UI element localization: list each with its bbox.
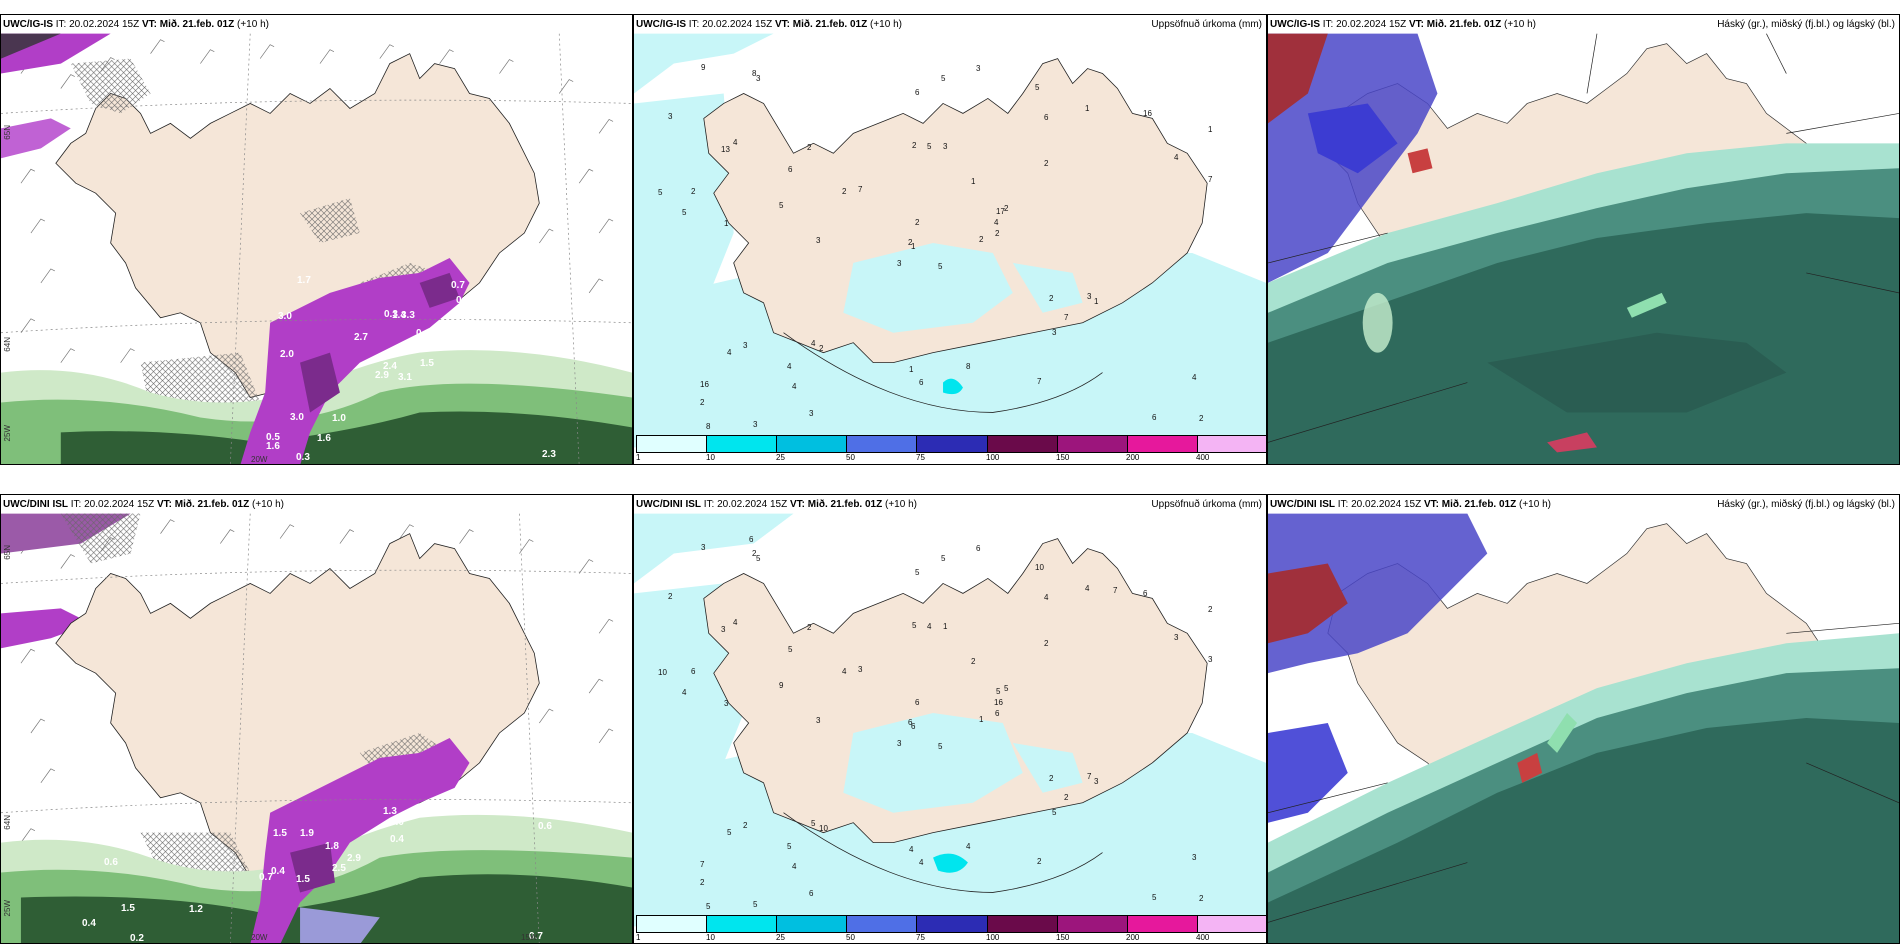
valid-time: Mið. 21.feb. 01Z: [174, 499, 250, 510]
init-time: 20.02.2024 15Z: [84, 499, 155, 510]
init-time: 20.02.2024 15Z: [69, 19, 140, 30]
colorbar-tick-label: 25: [776, 453, 785, 462]
colorbar-swatch: [707, 916, 778, 932]
valid-time: Mið. 21.feb. 01Z: [1426, 19, 1502, 30]
colorbar-tick-label: 200: [1126, 453, 1140, 462]
init-time: 20.02.2024 15Z: [717, 499, 788, 510]
panel-header: UWC/IG-IS IT: 20.02.2024 15Z VT: Mið. 21…: [1270, 19, 1536, 30]
model-name: UWC/IG-IS: [636, 19, 686, 30]
map-clouds: [1268, 33, 1899, 464]
panel-header: UWC/DINI ISL IT: 20.02.2024 15Z VT: Mið.…: [1270, 499, 1551, 510]
lead-time: (+10 h): [870, 19, 902, 30]
colorbar-tick-label: 400: [1196, 453, 1210, 462]
colorbar-swatch: [917, 436, 988, 452]
model-name: UWC/DINI ISL: [1270, 499, 1335, 510]
model-name: UWC/IG-IS: [3, 19, 53, 30]
colorbar-swatch: [1197, 436, 1266, 452]
colorbar-swatch: [1127, 916, 1198, 932]
init-time: 20.02.2024 15Z: [1351, 499, 1422, 510]
init-time: 20.02.2024 15Z: [1336, 19, 1407, 30]
lat-label-64n: 64N: [3, 815, 12, 830]
colorbar-swatch: [777, 916, 848, 932]
panel-bottom-wind-snow: UWC/DINI ISL IT: 20.02.2024 15Z VT: Mið.…: [0, 494, 633, 944]
panel-bottom-clouds: UWC/DINI ISL IT: 20.02.2024 15Z VT: Mið.…: [1267, 494, 1900, 944]
panel-top-clouds: UWC/IG-IS IT: 20.02.2024 15Z VT: Mið. 21…: [1267, 14, 1900, 465]
valid-time: Mið. 21.feb. 01Z: [159, 19, 235, 30]
colorbar-tick-label: 400: [1196, 933, 1210, 942]
lead-time: (+10 h): [1504, 19, 1536, 30]
colorbar: [636, 915, 1266, 933]
lon-label-20w: 20W: [251, 933, 268, 942]
panel-header: UWC/DINI ISL IT: 20.02.2024 15Z VT: Mið.…: [636, 499, 917, 510]
map-precip: [634, 513, 1266, 927]
lead-time: (+10 h): [885, 499, 917, 510]
lead-time: (+10 h): [1519, 499, 1551, 510]
map-snow-wind: [1, 513, 632, 943]
lat-label-65n: 65N: [3, 125, 12, 140]
map-precip: [634, 33, 1266, 448]
valid-time: Mið. 21.feb. 01Z: [1441, 499, 1517, 510]
colorbar-swatch: [777, 436, 848, 452]
model-name: UWC/DINI ISL: [636, 499, 701, 510]
valid-time: Mið. 21.feb. 01Z: [807, 499, 883, 510]
colorbar-tick-label: 25: [776, 933, 785, 942]
colorbar-tick-label: 1: [636, 933, 641, 942]
colorbar-tick-label: 100: [986, 933, 1000, 942]
colorbar-ticks: 1 10 25 50 75 100 150 200 400: [636, 933, 1266, 943]
panel-header: UWC/DINI ISL IT: 20.02.2024 15Z VT: Mið.…: [3, 499, 284, 510]
colorbar-tick-label: 150: [1056, 933, 1070, 942]
colorbar-tick-label: 50: [846, 933, 855, 942]
lead-time: (+10 h): [252, 499, 284, 510]
map-clouds: [1268, 513, 1899, 943]
colorbar-tick-label: 1: [636, 453, 641, 462]
colorbar-tick-label: 200: [1126, 933, 1140, 942]
colorbar-tick-label: 150: [1056, 453, 1070, 462]
colorbar-tick-label: 75: [916, 453, 925, 462]
colorbar-swatch: [637, 916, 708, 932]
colorbar-tick-label: 100: [986, 453, 1000, 462]
lat-label-65n: 65N: [3, 545, 12, 560]
field-title-precip: Uppsöfnuð úrkoma (mm): [1151, 19, 1262, 30]
colorbar-tick-label: 10: [706, 933, 715, 942]
panel-top-wind-snow: UWC/IG-IS IT: 20.02.2024 15Z VT: Mið. 21…: [0, 14, 633, 465]
panel-bottom-precip: UWC/DINI ISL IT: 20.02.2024 15Z VT: Mið.…: [633, 494, 1267, 944]
field-title-clouds: Háský (gr.), miðský (fj.bl.) og lágský (…: [1717, 499, 1895, 510]
land-iceland: [703, 58, 1208, 364]
field-title-precip: Uppsöfnuð úrkoma (mm): [1151, 499, 1262, 510]
colorbar-swatch: [917, 916, 988, 932]
panel-header: UWC/IG-IS IT: 20.02.2024 15Z VT: Mið. 21…: [636, 19, 902, 30]
colorbar: [636, 435, 1266, 453]
field-title-clouds: Háský (gr.), miðský (fj.bl.) og lágský (…: [1717, 19, 1895, 30]
colorbar-tick-label: 50: [846, 453, 855, 462]
colorbar-tick-label: 10: [706, 453, 715, 462]
land-iceland: [703, 538, 1208, 844]
colorbar-swatch: [847, 436, 918, 452]
colorbar-swatch: [1057, 436, 1128, 452]
colorbar-swatch: [707, 436, 778, 452]
valid-time: Mið. 21.feb. 01Z: [792, 19, 868, 30]
colorbar-tick-label: 75: [916, 933, 925, 942]
panel-header: UWC/IG-IS IT: 20.02.2024 15Z VT: Mið. 21…: [3, 19, 269, 30]
lead-time: (+10 h): [237, 19, 269, 30]
lon-label-20w: 20W: [251, 455, 268, 464]
panel-top-precip: UWC/IG-IS IT: 20.02.2024 15Z VT: Mið. 21…: [633, 14, 1267, 465]
lon-label-15w: 15W: [521, 933, 538, 942]
colorbar-swatch: [637, 436, 708, 452]
lon-label-25w: 25W: [3, 425, 12, 442]
colorbar-ticks: 1 10 25 50 75 100 150 200 400: [636, 453, 1266, 464]
model-name: UWC/IG-IS: [1270, 19, 1320, 30]
map-snow-wind: [1, 33, 632, 464]
init-time: 20.02.2024 15Z: [702, 19, 773, 30]
colorbar-swatch: [987, 916, 1058, 932]
model-name: UWC/DINI ISL: [3, 499, 68, 510]
lon-label-25w: 25W: [3, 900, 12, 917]
colorbar-swatch: [987, 436, 1058, 452]
colorbar-swatch: [1127, 436, 1198, 452]
colorbar-swatch: [1057, 916, 1128, 932]
lat-label-64n: 64N: [3, 337, 12, 352]
colorbar-swatch: [847, 916, 918, 932]
colorbar-swatch: [1197, 916, 1266, 932]
